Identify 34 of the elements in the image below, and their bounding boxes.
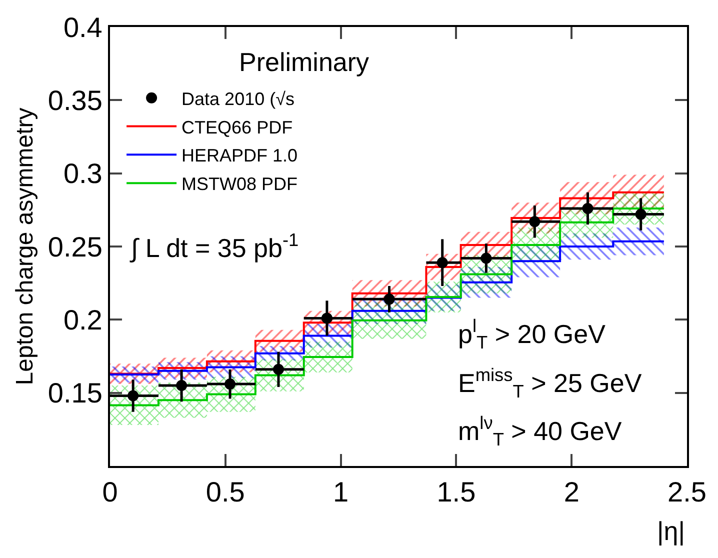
legend-label: CTEQ66 PDF [182,117,293,138]
legend-label: HERAPDF 1.0 [182,146,298,166]
annotation: Preliminary [239,47,370,77]
point [321,312,332,324]
legend-label: MSTW08 PDF [182,174,298,194]
y-tick-label: 0.25 [48,231,102,262]
y-tick-label: 0.3 [63,158,102,190]
x-tick-label: 1 [333,476,349,508]
x-tick-label: 0 [102,476,118,508]
x-axis-title: |η| [657,516,685,546]
point [224,378,236,390]
point [529,216,540,228]
annotation: m$^{lν}$$_{T}$ > 40 GeV [458,413,622,450]
annotation: p$^{l}$$_{T}$ > 20 GeV [458,316,606,352]
y-tick-label: 0.2 [63,304,102,336]
x-tick-label: 1.5 [436,476,476,508]
point [128,390,139,402]
annotation: ∫ L dt = 35 pb$^{-1}$ [129,230,299,263]
y-tick-label: 0.4 [63,12,102,43]
point [635,208,646,220]
point [480,252,492,264]
y-axis-title: Lepton charge asymmetry [12,108,38,386]
point [272,364,284,375]
legend-label: Data 2010 (√s [182,88,294,109]
point [436,257,448,268]
x-tick-label: 2.5 [668,476,706,508]
x-tick-label: 2 [564,476,580,508]
y-tick-label: 0.35 [48,84,102,116]
point [176,380,188,392]
point [582,202,594,214]
y-tick-label: 0.15 [48,378,102,409]
annotation: E$^{miss}$$_{T}$ > 25 GeV [458,365,642,402]
x-tick-label: 0.5 [206,476,245,508]
point [384,294,395,305]
